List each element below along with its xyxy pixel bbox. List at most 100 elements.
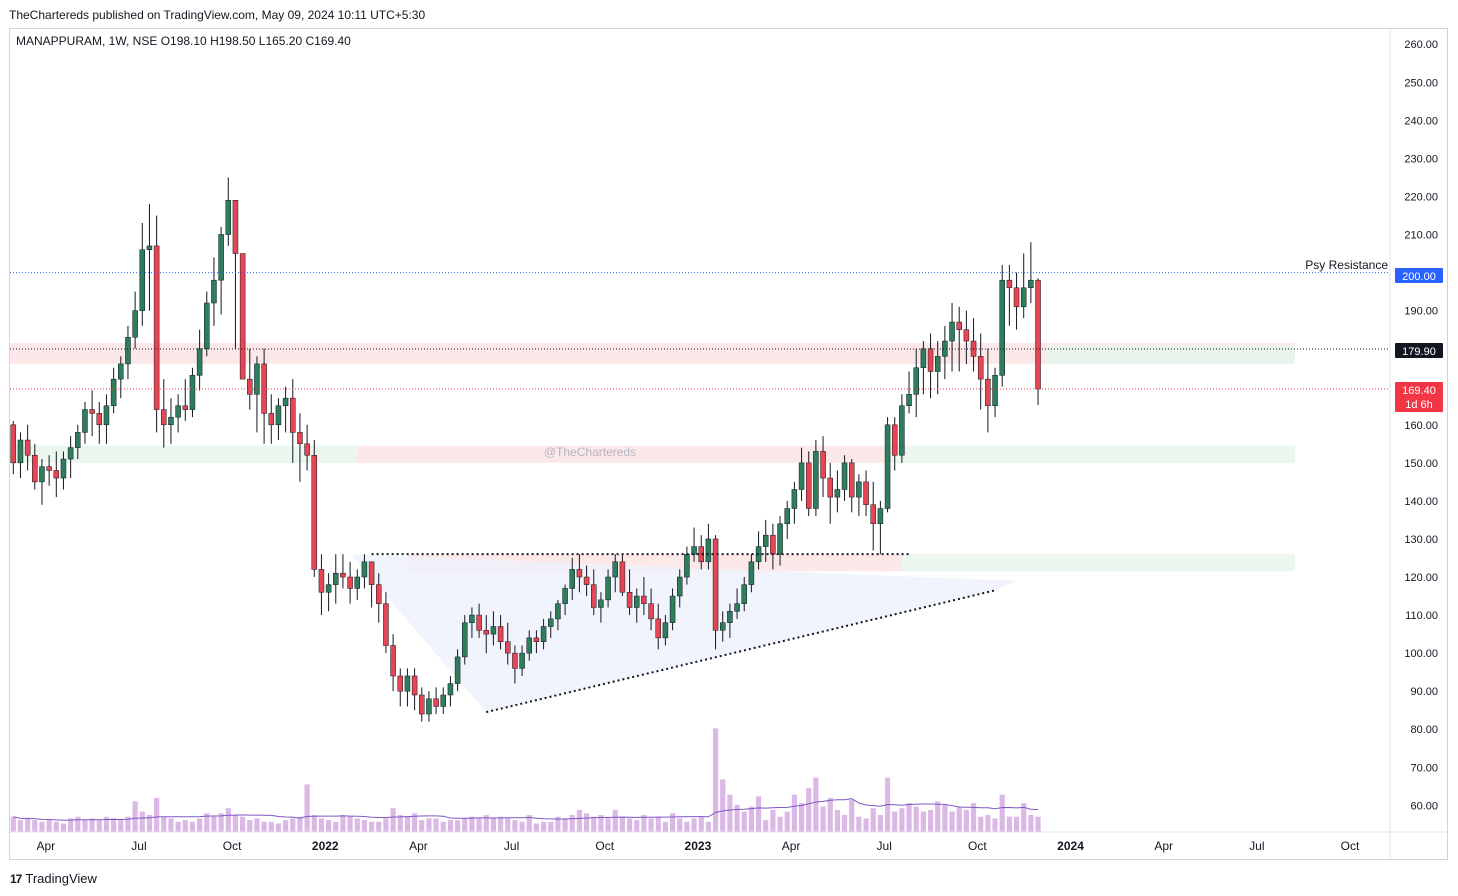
y-tick-label: 70.00 <box>1410 762 1438 774</box>
x-tick-label: Jul <box>131 839 146 853</box>
volume-bar <box>691 818 697 832</box>
candle-down <box>397 675 404 692</box>
candle-down <box>1006 279 1013 289</box>
volume-bar <box>956 806 962 832</box>
candle-up <box>168 416 174 426</box>
candle-down <box>655 618 661 639</box>
volume-bar <box>275 823 282 832</box>
candle-up <box>282 397 289 407</box>
volume-bar <box>784 811 790 832</box>
volume-bar <box>397 815 403 832</box>
psy-resistance-label: Psy Resistance <box>1305 258 1388 272</box>
candle-up <box>884 424 891 509</box>
volume-bar <box>283 820 289 832</box>
candle-down <box>483 630 490 635</box>
support-zone-right <box>1045 344 1295 364</box>
candle-down <box>232 200 239 254</box>
volume-bar <box>490 818 497 832</box>
volume-bar <box>326 820 332 832</box>
volume-bar <box>985 815 991 832</box>
candle-up <box>1028 279 1034 289</box>
candle-up <box>813 451 819 509</box>
volume-bar <box>404 816 411 832</box>
volume-bar <box>383 818 389 832</box>
candle-up <box>741 584 747 604</box>
candle-down <box>977 356 984 380</box>
candle-down <box>368 561 375 585</box>
candle-up <box>462 622 468 658</box>
candle-down <box>318 569 325 593</box>
candle-up <box>999 279 1005 376</box>
candle-down <box>698 546 704 563</box>
volume-bar <box>963 809 969 832</box>
volume-bar <box>175 821 181 832</box>
volume-bar <box>75 816 81 832</box>
volume-bar <box>261 821 267 832</box>
candle-up <box>1020 287 1027 308</box>
volume-bar <box>154 798 160 832</box>
candle-down <box>626 591 633 608</box>
volume-bar <box>361 820 368 832</box>
candle-down <box>311 454 318 570</box>
volume-bar <box>619 816 626 832</box>
volume-bar <box>1006 816 1012 832</box>
volume-bar <box>247 820 253 832</box>
x-tick-label: Jul <box>504 839 519 853</box>
candle-up <box>734 603 740 612</box>
candle-up <box>447 683 454 696</box>
volume-bar <box>60 823 67 832</box>
x-tick-label: Oct <box>968 839 987 853</box>
volume-bar <box>841 815 848 832</box>
volume-bar <box>806 787 812 832</box>
volume-bar <box>433 818 439 832</box>
volume-bar <box>304 784 310 832</box>
volume-bar <box>813 777 819 832</box>
candle-down <box>24 439 31 456</box>
volume-bar <box>1021 803 1027 832</box>
candle-down <box>390 645 396 677</box>
candle-down <box>770 534 776 555</box>
candle-up <box>132 310 138 338</box>
chart-frame[interactable] <box>9 28 1448 860</box>
candle-up <box>684 553 690 578</box>
candle-down <box>182 405 189 410</box>
x-tick-label: Apr <box>409 839 428 853</box>
candle-down <box>340 572 346 578</box>
volume-bar <box>254 818 260 832</box>
x-tick-label: Jul <box>877 839 892 853</box>
volume-bar <box>555 816 561 832</box>
candle-up <box>992 375 998 407</box>
candle-up <box>877 508 884 524</box>
candle-up <box>777 523 783 555</box>
y-tick-label: 130.00 <box>1404 534 1438 546</box>
y-tick-label: 160.00 <box>1404 420 1438 432</box>
y-tick-label: 220.00 <box>1404 191 1438 203</box>
candle-down <box>290 397 296 433</box>
x-tick-label: Apr <box>36 839 55 853</box>
candle-up <box>204 302 210 349</box>
volume-bar <box>369 821 375 832</box>
candle-down <box>261 363 267 414</box>
volume-bar <box>827 798 833 832</box>
candle-up <box>662 622 669 639</box>
candle-down <box>239 253 246 380</box>
candle-up <box>254 363 260 395</box>
x-tick-label: Jul <box>1249 839 1264 853</box>
y-tick-label: 190.00 <box>1404 306 1438 318</box>
x-tick-label: Oct <box>223 839 242 853</box>
candle-down <box>985 378 991 407</box>
volume-bar <box>992 818 998 832</box>
candle-down <box>268 413 275 426</box>
tradingview-brand[interactable]: 17 TradingView <box>10 871 97 886</box>
candle-down <box>89 409 95 414</box>
candle-down <box>53 470 60 479</box>
volume-bar <box>533 823 540 832</box>
candle-up <box>426 698 432 715</box>
candle-up <box>218 234 224 281</box>
support-zone-mid <box>887 445 1295 463</box>
volume-bar <box>89 818 95 832</box>
volume-bar <box>920 811 926 832</box>
level-price-text: 179.90 <box>1402 346 1436 358</box>
y-tick-label: 80.00 <box>1410 724 1438 736</box>
